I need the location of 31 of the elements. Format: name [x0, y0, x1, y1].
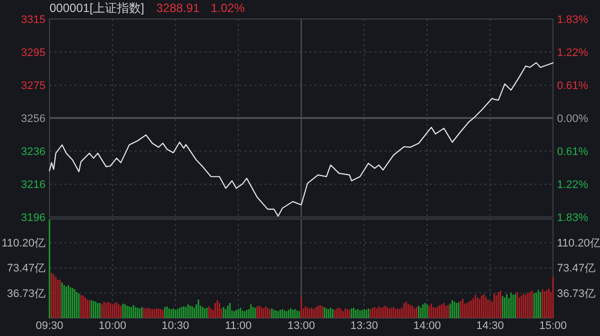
y2-tick-label: 73.47亿 [557, 262, 596, 275]
y2-tick-label: 1.22% [557, 178, 588, 191]
x-tick-label: 11:00 [224, 320, 252, 332]
chart-title: 000001[上证指数] [50, 1, 144, 15]
y-tick-label: 3236 [21, 146, 46, 158]
x-tick-label: 10:30 [162, 320, 190, 332]
y-tick-label: 3275 [21, 80, 46, 92]
y-tick-label: 36.73亿 [6, 288, 46, 300]
y2-tick-label: 1.83% [557, 14, 588, 26]
y-tick-label: 3216 [21, 179, 46, 192]
x-tick-label: 09:30 [36, 320, 64, 332]
x-tick-label: 10:00 [98, 320, 126, 332]
x-tick-label: 15:00 [539, 320, 567, 332]
y2-tick-label: 0.00% [557, 112, 588, 125]
y-tick-label: 3256 [21, 112, 46, 125]
y-tick-label: 3315 [21, 14, 46, 26]
y2-tick-label: 36.73亿 [557, 288, 596, 300]
x-tick-label: 14:30 [476, 320, 504, 332]
text: 3288.91 [156, 1, 200, 15]
y2-tick-label: 1.83% [557, 212, 588, 224]
y-tick-label: 73.47亿 [6, 262, 46, 275]
y-tick-label: 3295 [21, 46, 46, 59]
y2-tick-label: 0.61% [557, 80, 588, 92]
y-tick-label: 110.20亿 [2, 238, 46, 250]
x-tick-label: 14:00 [413, 320, 441, 332]
text: 1.02% [210, 1, 246, 15]
y-tick-label: 3196 [21, 212, 46, 224]
y2-tick-label: 0.61% [557, 146, 588, 158]
x-tick-label: 13:30 [350, 320, 378, 332]
x-tick-label: 13:00 [287, 320, 316, 332]
y2-tick-label: 1.22% [557, 46, 588, 59]
